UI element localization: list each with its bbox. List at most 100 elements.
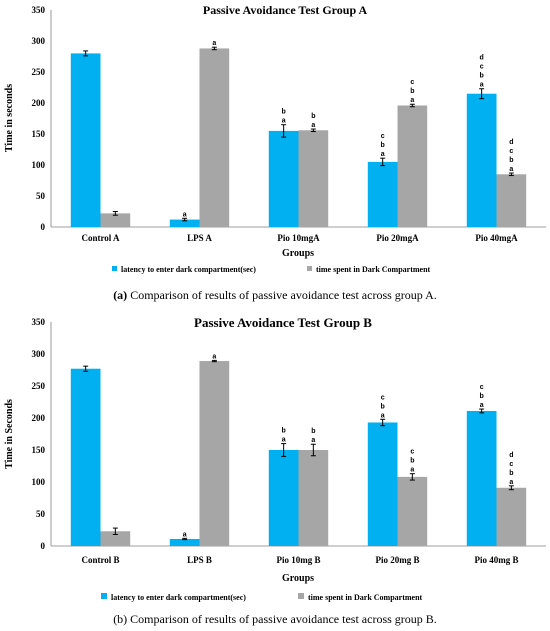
y-tick-label: 350	[32, 5, 46, 15]
y-tick-label: 150	[32, 445, 46, 455]
bar	[100, 213, 131, 227]
significance-label: a	[282, 437, 286, 444]
chart-b-legend-label-2: time spent in Dark Compartment	[308, 593, 423, 602]
bar	[397, 105, 428, 227]
x-tick-label: Pio 20mgA	[376, 233, 419, 243]
significance-label: d	[509, 452, 513, 459]
x-tick-label: Control A	[81, 233, 120, 243]
x-tick-label: Pio 40mgA	[475, 233, 518, 243]
significance-label: a	[509, 166, 513, 173]
significance-label: b	[311, 113, 315, 120]
significance-label: a	[212, 353, 216, 360]
significance-label: b	[311, 428, 315, 435]
chart-a-caption-text: Comparison of results of passive avoidan…	[127, 288, 437, 302]
significance-label: a	[183, 211, 187, 218]
y-tick-label: 50	[36, 191, 46, 201]
significance-label: c	[480, 64, 484, 71]
bar	[496, 487, 527, 546]
y-tick-label: 200	[32, 413, 46, 423]
significance-label: b	[509, 470, 513, 477]
chart-a-caption: (a) Comparison of results of passive avo…	[113, 288, 437, 302]
chart-b: Passive Avoidance Test Group B Time in S…	[4, 315, 546, 626]
significance-label: d	[509, 139, 513, 146]
x-tick-label: Pio 10mg B	[277, 555, 321, 565]
bar	[199, 361, 230, 546]
bar	[268, 450, 299, 546]
bar	[466, 93, 497, 227]
significance-label: c	[381, 394, 385, 401]
bar	[169, 219, 200, 227]
x-tick-label: Pio 40mg B	[475, 555, 519, 565]
chart-a-x-axis-label: Groups	[282, 248, 314, 259]
bar	[466, 410, 497, 546]
y-tick-label: 300	[32, 349, 46, 359]
bar	[367, 422, 398, 546]
bar	[298, 130, 329, 227]
chart-b-y-axis-label: Time in Seconds	[4, 399, 15, 469]
significance-label: b	[410, 458, 414, 465]
chart-b-legend: latency to enter dark compartment(sec) t…	[101, 593, 423, 602]
x-tick-label: Pio 10mgA	[277, 233, 320, 243]
significance-label: a	[311, 437, 315, 444]
x-tick-label: Control B	[81, 555, 119, 565]
y-tick-label: 100	[32, 160, 46, 170]
chart-b-legend-swatch-2	[298, 593, 304, 599]
bar	[169, 538, 200, 546]
bar	[397, 476, 428, 546]
significance-label: a	[410, 97, 414, 104]
significance-label: a	[480, 402, 484, 409]
y-tick-label: 350	[32, 317, 46, 327]
significance-label: c	[381, 133, 385, 140]
significance-label: a	[183, 531, 187, 538]
significance-label: a	[282, 118, 286, 125]
chart-a-legend-label-1: latency to enter dark compartment(sec)	[121, 265, 256, 274]
significance-label: c	[509, 148, 513, 155]
bar	[70, 368, 101, 546]
x-tick-label: LPS B	[187, 555, 212, 565]
significance-label: b	[282, 109, 286, 116]
significance-label: b	[410, 88, 414, 95]
chart-a-legend-label-2: time spent in Dark Compartment	[316, 265, 431, 274]
chart-b-legend-swatch-1	[101, 593, 107, 599]
y-tick-label: 250	[32, 67, 46, 77]
chart-b-x-ticks: Control B LPS B Pio 10mg B Pio 20mg B Pio 40…	[81, 555, 518, 565]
bar	[268, 130, 299, 227]
significance-label: d	[480, 55, 484, 62]
y-tick-label: 200	[32, 98, 46, 108]
y-tick-label: 100	[32, 477, 46, 487]
bar	[367, 161, 398, 227]
bar	[496, 174, 527, 227]
significance-label: b	[381, 403, 385, 410]
significance-label: c	[410, 449, 414, 456]
chart-a-legend-swatch-2	[307, 266, 312, 271]
chart-b-y-ticks: 0 50 100 150 200 250 300 350	[32, 317, 46, 551]
bar	[298, 450, 329, 546]
chart-a-title: Passive Avoidance Test Group A	[203, 3, 368, 17]
x-tick-label: Pio 20mg B	[376, 555, 420, 565]
chart-b-title: Passive Avoidance Test Group B	[194, 315, 372, 330]
chart-a-x-ticks: Control A LPS A Pio 10mgA Pio 20mgA Pio 40mg…	[81, 233, 518, 243]
y-tick-label: 250	[32, 381, 46, 391]
y-tick-label: 300	[32, 36, 46, 46]
significance-label: b	[282, 428, 286, 435]
chart-b-caption: (b) Comparison of results of passive avo…	[113, 612, 437, 626]
significance-label: b	[509, 157, 513, 164]
bar	[100, 531, 131, 546]
significance-label: a	[212, 40, 216, 47]
chart-b-legend-label-1: latency to enter dark compartment(sec)	[111, 593, 246, 602]
significance-label: a	[311, 122, 315, 129]
chart-a-y-axis-label: Time in seconds	[4, 84, 15, 152]
bar	[70, 53, 101, 228]
chart-a-legend: latency to enter dark compartment(sec) t…	[112, 265, 431, 274]
chart-a: Passive Avoidance Test Group A Time in s…	[4, 3, 546, 302]
y-tick-label: 0	[41, 222, 46, 232]
significance-label: b	[480, 393, 484, 400]
significance-label: c	[480, 384, 484, 391]
significance-label: a	[410, 467, 414, 474]
significance-label: b	[480, 73, 484, 80]
y-tick-label: 50	[36, 509, 46, 519]
bar	[199, 48, 230, 227]
